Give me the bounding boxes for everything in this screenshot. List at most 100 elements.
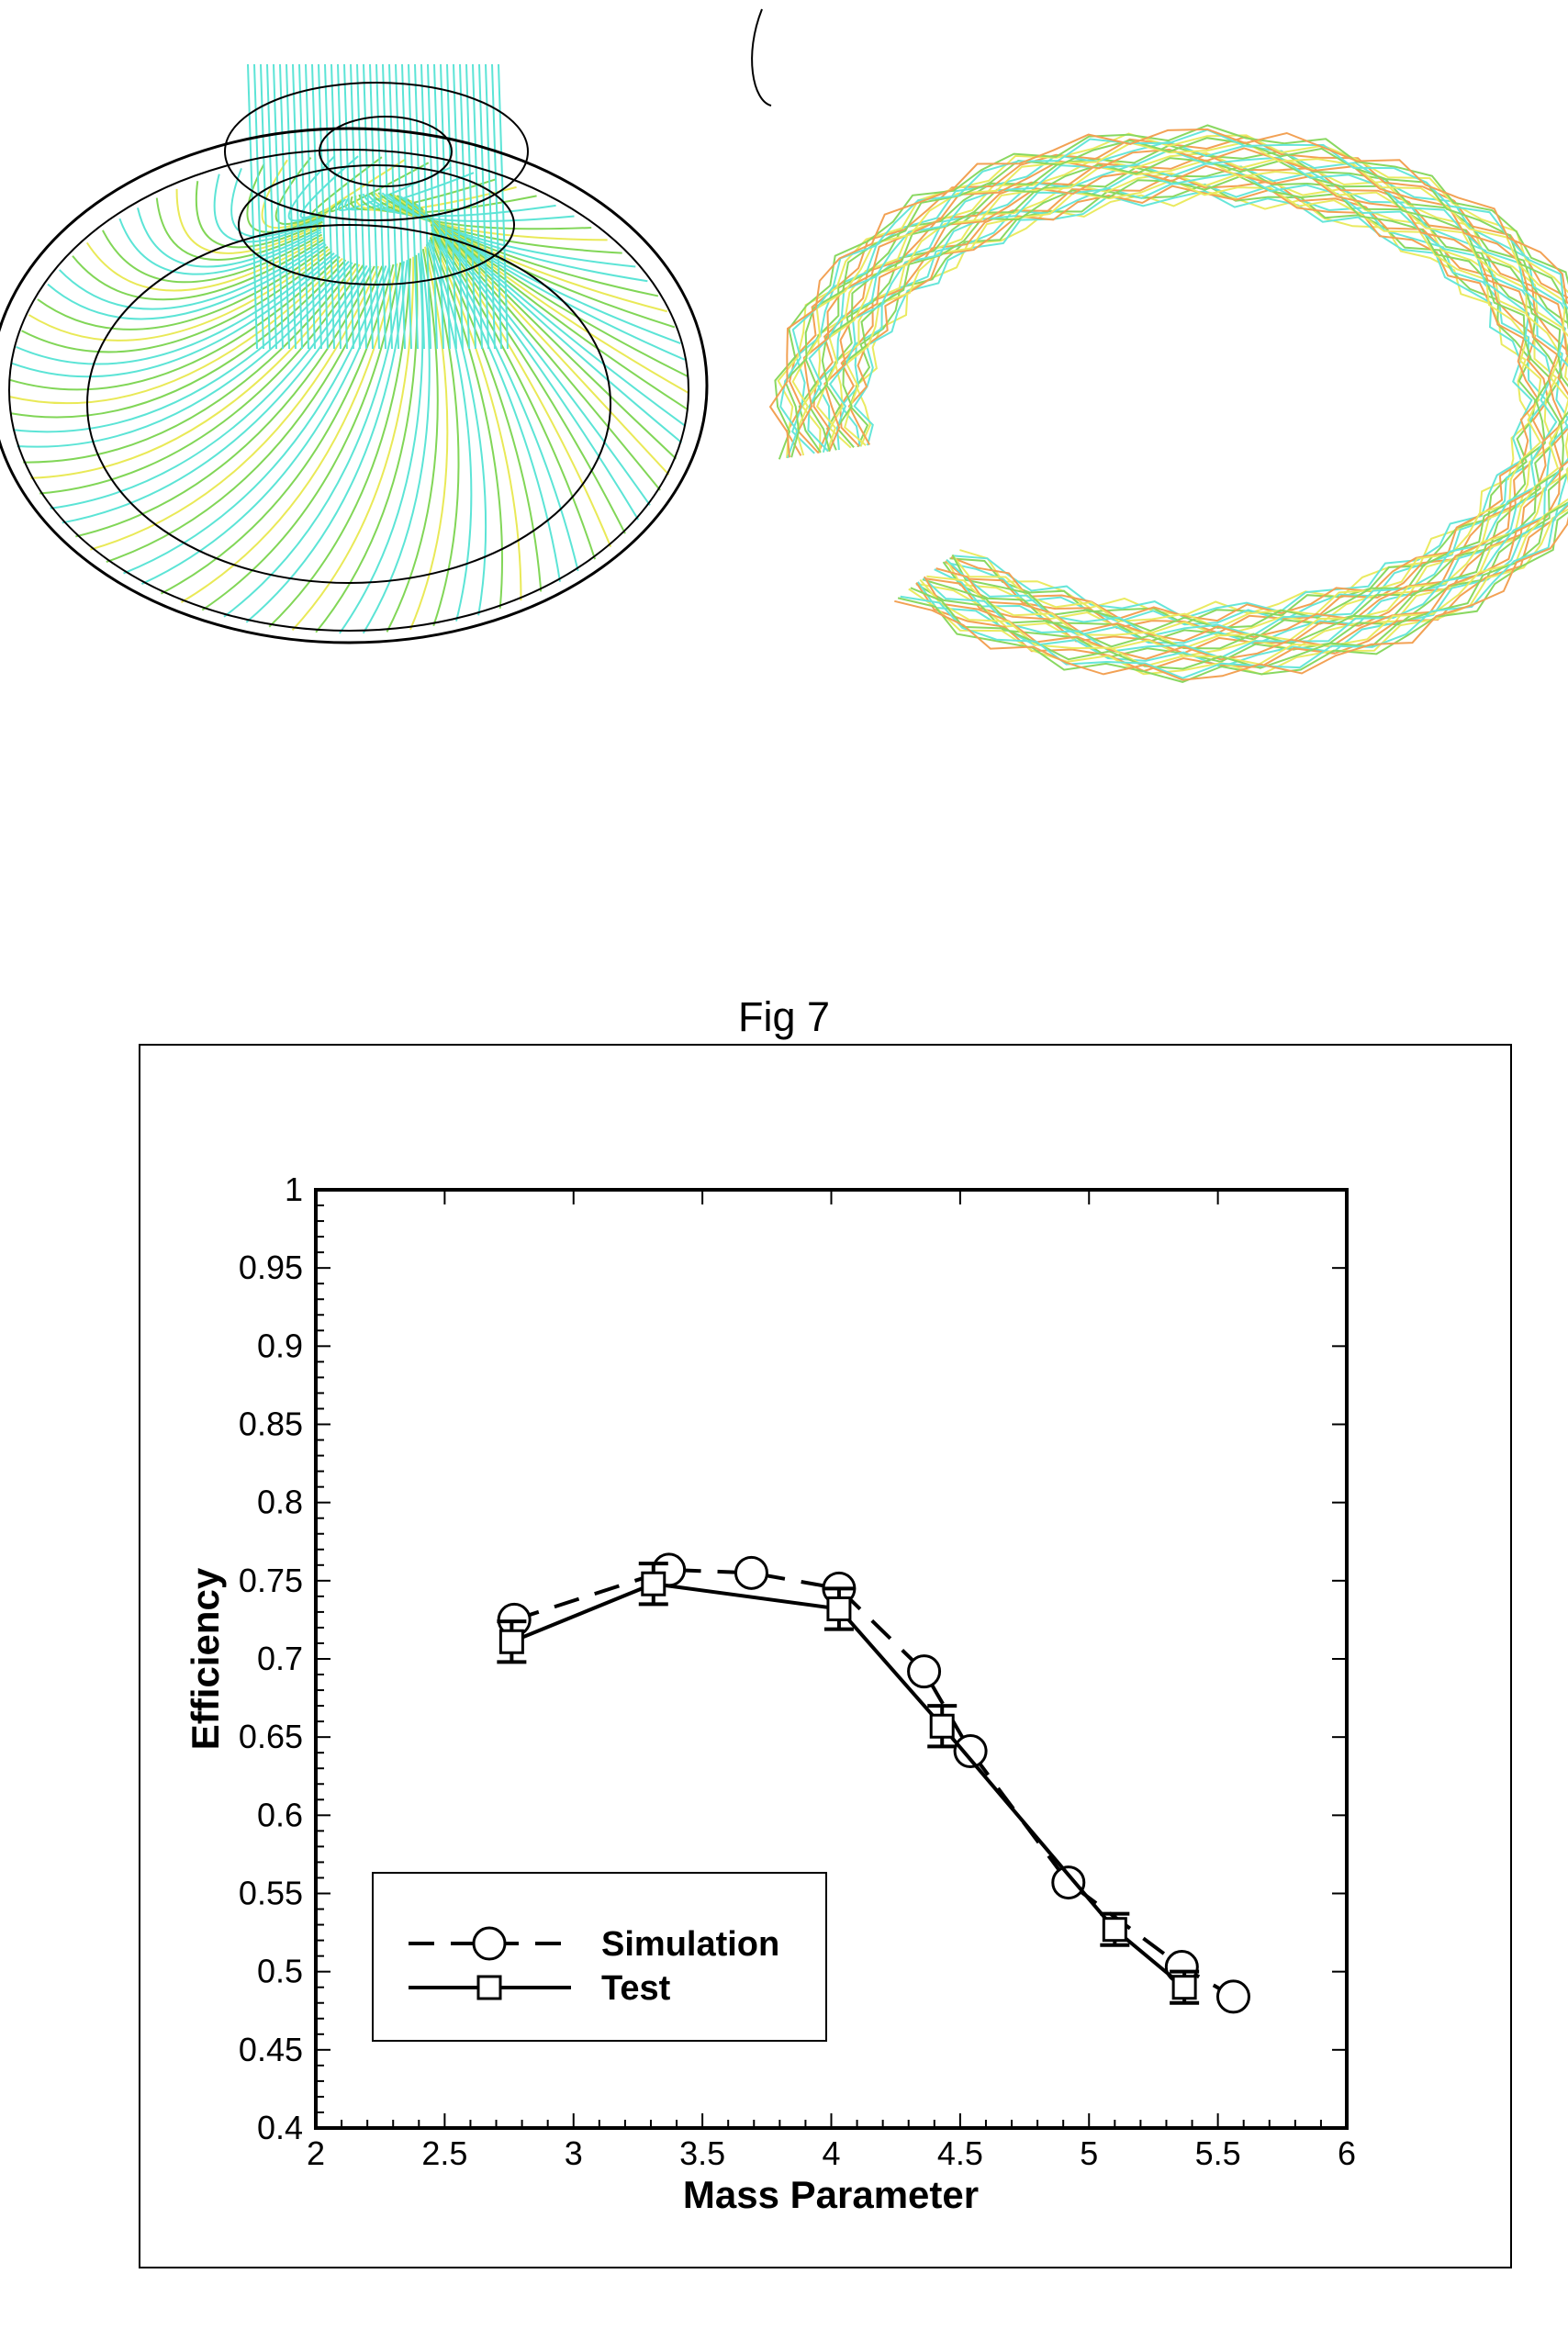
- inlet-streamline: [292, 63, 303, 350]
- y-tick-label: 0.5: [257, 1953, 303, 1990]
- inlet-streamline: [305, 63, 316, 350]
- impeller-streamline: [106, 265, 384, 563]
- inlet-streamline: [298, 63, 309, 350]
- y-axis-title: Efficiency: [184, 1567, 227, 1750]
- impeller-streamline: [429, 236, 503, 609]
- y-tick-label: 0.6: [257, 1796, 303, 1833]
- inlet-streamline: [491, 63, 502, 350]
- impeller-streamline: [430, 231, 543, 592]
- x-tick-label: 5.5: [1195, 2134, 1241, 2172]
- volute-streamline: [853, 190, 1533, 619]
- y-tick-label: 0.4: [257, 2109, 303, 2146]
- y-tick-label: 0.65: [239, 1718, 303, 1755]
- impeller-streamline: [160, 263, 395, 595]
- inlet-streamline: [420, 63, 431, 350]
- impeller-streamline: [50, 264, 368, 510]
- volute-streamline: [784, 137, 1568, 670]
- y-tick-label: 0.75: [239, 1562, 303, 1599]
- impeller-streamline: [369, 192, 592, 230]
- impeller-streamline: [141, 264, 391, 585]
- impeller-streamline: [386, 249, 439, 633]
- impeller-streamline: [21, 250, 333, 353]
- impeller-streamline: [180, 263, 398, 604]
- y-tick-label: 0.45: [239, 2031, 303, 2068]
- inlet-streamline: [453, 63, 464, 350]
- x-axis-ticks: 2 2.5 3 3.5 4 4.5 5 5.5 6: [307, 1190, 1356, 2172]
- inlet-streamline: [260, 63, 271, 350]
- x-tick-label: 4.5: [937, 2134, 983, 2172]
- volute-streamline: [839, 174, 1550, 634]
- inlet-streamline: [266, 63, 277, 350]
- impeller-streamline: [425, 244, 460, 627]
- inlet-streamline: [408, 63, 419, 350]
- impeller-streamline: [118, 218, 322, 275]
- x-tick-label: 5: [1080, 2134, 1098, 2172]
- legend-square-marker: [476, 1975, 502, 2000]
- figure-caption: Fig 7: [737, 993, 831, 1040]
- x-tick-label: 4: [822, 2134, 840, 2172]
- simulation-point: [953, 1733, 988, 1768]
- volute-streamline: [808, 157, 1568, 650]
- inlet-streamline: [440, 63, 451, 350]
- volute-streamline: [828, 171, 1558, 637]
- impeller-streamline: [268, 258, 411, 628]
- volute-streamline: [779, 129, 1568, 679]
- legend-label: Test: [601, 1969, 671, 2008]
- impeller-streamline: [201, 262, 402, 611]
- inlet-streamline: [478, 63, 489, 350]
- impeller-streamline: [431, 229, 561, 582]
- inlet-streamline: [318, 63, 329, 350]
- test-point: [498, 1629, 524, 1654]
- inlet-streamline: [375, 63, 386, 350]
- volute-streamline: [774, 124, 1568, 683]
- inlet-streamline: [446, 63, 457, 350]
- impeller-streamline: [245, 260, 409, 623]
- impeller-streamline: [39, 264, 364, 495]
- y-tick-label: 0.7: [257, 1640, 303, 1677]
- volute-streamline: [844, 179, 1542, 630]
- inlet-streamline: [311, 63, 322, 350]
- inlet-streamline: [343, 63, 354, 350]
- volute-streamline: [807, 149, 1568, 659]
- inlet-streamline: [356, 63, 367, 350]
- inlet-streamline: [324, 63, 335, 350]
- inlet-streamline: [427, 63, 438, 350]
- impeller-streamline-render: [0, 8, 772, 644]
- impeller-streamline: [9, 256, 341, 391]
- impeller-streamline: [62, 265, 372, 524]
- impeller-streamline: [422, 209, 670, 476]
- impeller-streamline: [291, 256, 415, 632]
- impeller-streamline: [420, 207, 678, 460]
- test-point: [641, 1571, 666, 1596]
- test-point: [826, 1596, 852, 1621]
- test-point: [1171, 1975, 1197, 2000]
- simulation-point: [1215, 1979, 1250, 2014]
- inlet-streamline: [337, 63, 348, 350]
- y-tick-label: 0.8: [257, 1484, 303, 1521]
- inlet-streamline: [273, 63, 284, 350]
- impeller-streamline: [195, 181, 323, 249]
- x-tick-label: 3: [565, 2134, 583, 2172]
- legend-label: Simulation: [601, 1925, 779, 1964]
- impeller-streamline: [223, 261, 405, 618]
- simulation-point: [734, 1555, 768, 1590]
- simulation-point: [1051, 1865, 1086, 1900]
- impeller-streamline: [75, 265, 375, 538]
- impeller-streamline: [90, 265, 380, 551]
- legend-circle-marker: [472, 1926, 507, 1961]
- impeller-streamline: [213, 174, 324, 243]
- impeller-streamline: [377, 192, 622, 254]
- impeller-streamline: [427, 241, 473, 622]
- streamline-figure: [0, 8, 1568, 683]
- impeller-streamline: [28, 248, 330, 342]
- impeller-streamline: [11, 254, 338, 378]
- impeller-streamline: [374, 192, 608, 241]
- series-test: [497, 1562, 1200, 2005]
- simulation-line: [513, 1567, 1235, 1999]
- impeller-streamline: [362, 251, 431, 634]
- inlet-streamline: [433, 63, 444, 350]
- impeller-streamline: [12, 260, 350, 433]
- inlet-streamline: [472, 63, 483, 350]
- x-tick-label: 3.5: [679, 2134, 725, 2172]
- volute-streamline: [768, 128, 1568, 681]
